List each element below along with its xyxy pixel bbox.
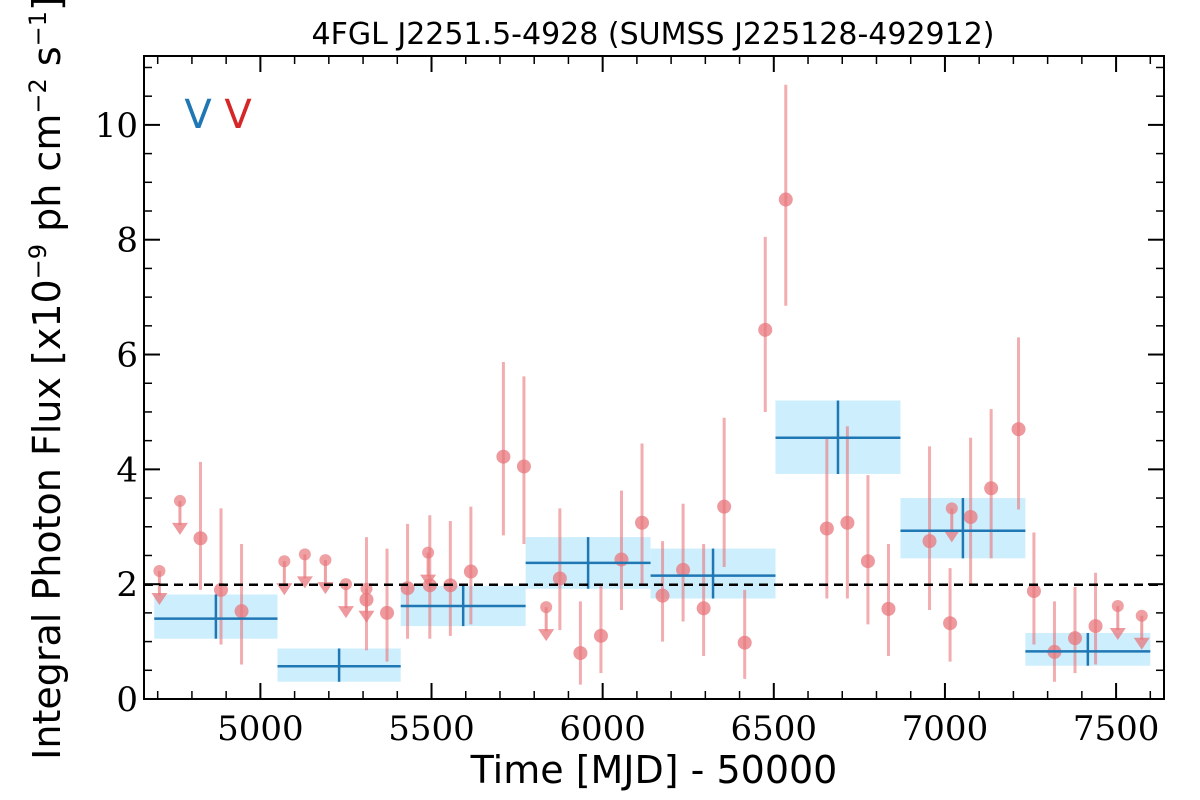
measurement-point <box>400 581 415 596</box>
x-tick-label: 7500 <box>1073 709 1160 749</box>
upper-limit-arrow <box>538 629 555 642</box>
upper-limit-arrow <box>151 592 168 605</box>
measurement-point <box>614 552 629 567</box>
measurement-point <box>552 571 567 586</box>
upper-limit-arrow <box>296 576 313 589</box>
y-tick-label: 2 <box>116 565 138 605</box>
x-tick-label: 6500 <box>731 709 818 749</box>
measurement-point <box>573 646 588 661</box>
y-tick-label: 8 <box>116 221 138 261</box>
upper-limit-arrow <box>171 522 188 535</box>
measurement-point <box>840 515 855 530</box>
upper-limit-point <box>1111 599 1124 612</box>
marker-legend: V V <box>184 92 252 138</box>
x-tick-label: 7000 <box>902 709 989 749</box>
axis-ticks <box>144 56 1164 700</box>
measurement-point <box>737 635 752 650</box>
measurement-point <box>234 604 249 619</box>
measurement-point <box>1011 422 1026 437</box>
upper-limit-arrow <box>337 606 354 619</box>
plot-frame <box>143 55 1165 700</box>
measurement-point <box>758 322 773 337</box>
y-tick-label: 4 <box>116 450 138 490</box>
measurement-point <box>881 601 896 616</box>
upper-limit-point <box>173 494 186 507</box>
measurement-point <box>984 481 999 496</box>
measurement-point <box>380 605 395 620</box>
measurement-point <box>963 510 978 525</box>
measurement-point <box>696 601 711 616</box>
y-tick-label: 6 <box>116 336 138 376</box>
upper-limit-point <box>278 555 291 568</box>
measurement-point <box>717 499 732 514</box>
upper-limit-point <box>945 502 958 515</box>
measurement-point <box>635 515 650 530</box>
upper-limit-arrow <box>1133 637 1150 650</box>
x-tick-label: 5000 <box>217 709 304 749</box>
marker-v-red: V <box>224 92 252 138</box>
x-tick-label: 6000 <box>559 709 646 749</box>
measurement-point <box>496 449 511 464</box>
measurement-point <box>593 628 608 643</box>
chart-title: 4FGL J2251.5-4928 (SUMSS J225128-492912) <box>312 17 995 52</box>
measurement-point <box>1088 619 1103 634</box>
plot-content <box>144 84 1164 685</box>
y-axis-label: Integral Photon Flux [x10−9 ph cm−2 s−1] <box>24 0 69 760</box>
measurement-point <box>1068 631 1083 646</box>
measurement-point <box>516 459 531 474</box>
upper-limit-point <box>540 601 553 614</box>
measurement-point <box>676 562 691 577</box>
upper-limit-arrow <box>420 574 437 587</box>
measurement-point <box>655 588 670 603</box>
upper-limit-point <box>1135 609 1148 622</box>
x-tick-label: 5500 <box>388 709 475 749</box>
measurement-point <box>214 582 229 597</box>
upper-limit-arrow <box>276 583 293 596</box>
y-tick-label: 0 <box>116 680 138 720</box>
upper-limit-point <box>298 548 311 561</box>
marker-v-blue: V <box>184 92 212 138</box>
upper-limit-point <box>319 554 332 567</box>
measurement-point <box>1026 584 1041 599</box>
x-axis-label: Time [MJD] - 50000 <box>470 748 838 792</box>
measurement-point <box>778 192 793 207</box>
upper-limit-arrow <box>1109 627 1126 640</box>
measurement-point <box>819 521 834 536</box>
measurement-point <box>463 564 478 579</box>
measurement-point <box>922 534 937 549</box>
upper-limit-arrow <box>358 610 375 623</box>
measurement-point <box>193 531 208 546</box>
upper-limit-point <box>422 546 435 559</box>
upper-limit-point <box>153 564 166 577</box>
upper-limit-arrow <box>943 530 960 543</box>
tick-labels: 5000 5500 6000 6500 7000 7500 0 2 4 6 8 10 <box>95 106 1160 749</box>
measurement-point <box>943 616 958 631</box>
y-tick-label: 10 <box>95 106 138 146</box>
measurement-point <box>860 554 875 569</box>
